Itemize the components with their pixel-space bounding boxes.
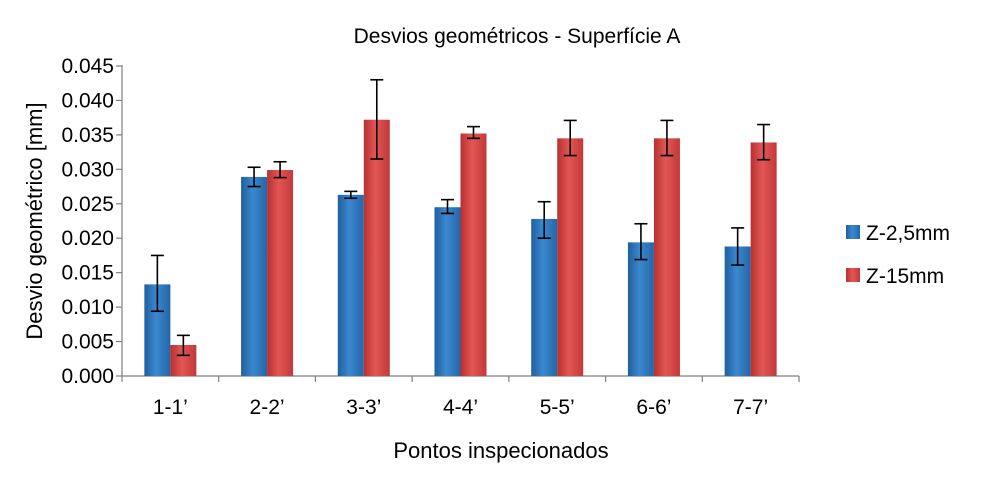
legend-label: Z-15mm xyxy=(866,265,944,288)
y-tick-label: 0.035 xyxy=(61,124,114,147)
bar-z-2-5mm xyxy=(724,246,751,376)
bar-z-15mm xyxy=(267,170,294,376)
bar-z-15mm xyxy=(750,142,777,376)
bar-z-2-5mm xyxy=(434,207,461,376)
bar-z-15mm xyxy=(557,138,584,376)
y-tick-label: 0.040 xyxy=(61,89,114,112)
bar-z-2-5mm xyxy=(627,242,654,376)
y-tick-label: 0.045 xyxy=(61,55,114,78)
bar-z-15mm xyxy=(653,138,680,376)
x-tick-label: 2-2’ xyxy=(250,396,285,419)
y-tick-label: 0.010 xyxy=(61,296,114,319)
y-tick-label: 0.025 xyxy=(61,193,114,216)
plot-area: 0.000 0.005 0.010 0.015 0.020 0.025 0.030 0.035… xyxy=(61,55,800,419)
x-tick-label: 4-4’ xyxy=(443,396,478,419)
x-tick-label: 3-3’ xyxy=(346,396,381,419)
x-tick-label: 1-1’ xyxy=(153,396,188,419)
legend-swatch-z-15mm xyxy=(846,268,860,282)
x-tick-label: 7-7’ xyxy=(733,396,768,419)
bar-z-2-5mm xyxy=(241,176,268,376)
y-tick-label: 0.030 xyxy=(61,158,114,181)
y-tick-label: 0.015 xyxy=(61,262,114,285)
x-tick-label: 5-5’ xyxy=(540,396,575,419)
bar-z-2-5mm xyxy=(337,194,364,376)
chart-title: Desvios geométricos - Superfície A xyxy=(354,25,681,48)
legend: Z-2,5mm Z-15mm xyxy=(846,222,950,288)
y-axis-title: Desvio geométrico [mm] xyxy=(22,102,47,339)
legend-label: Z-2,5mm xyxy=(866,222,950,245)
y-tick-label: 0.005 xyxy=(61,331,114,354)
y-tick-label: 0.000 xyxy=(61,365,114,388)
bar-z-15mm xyxy=(460,133,487,376)
y-tick-label: 0.020 xyxy=(61,227,114,250)
legend-swatch-z-2-5mm xyxy=(846,225,860,239)
x-axis-title: Pontos inspecionados xyxy=(393,438,608,463)
bar-z-2-5mm xyxy=(531,218,558,376)
bar-z-15mm xyxy=(363,119,390,376)
x-tick-label: 6-6’ xyxy=(636,396,671,419)
